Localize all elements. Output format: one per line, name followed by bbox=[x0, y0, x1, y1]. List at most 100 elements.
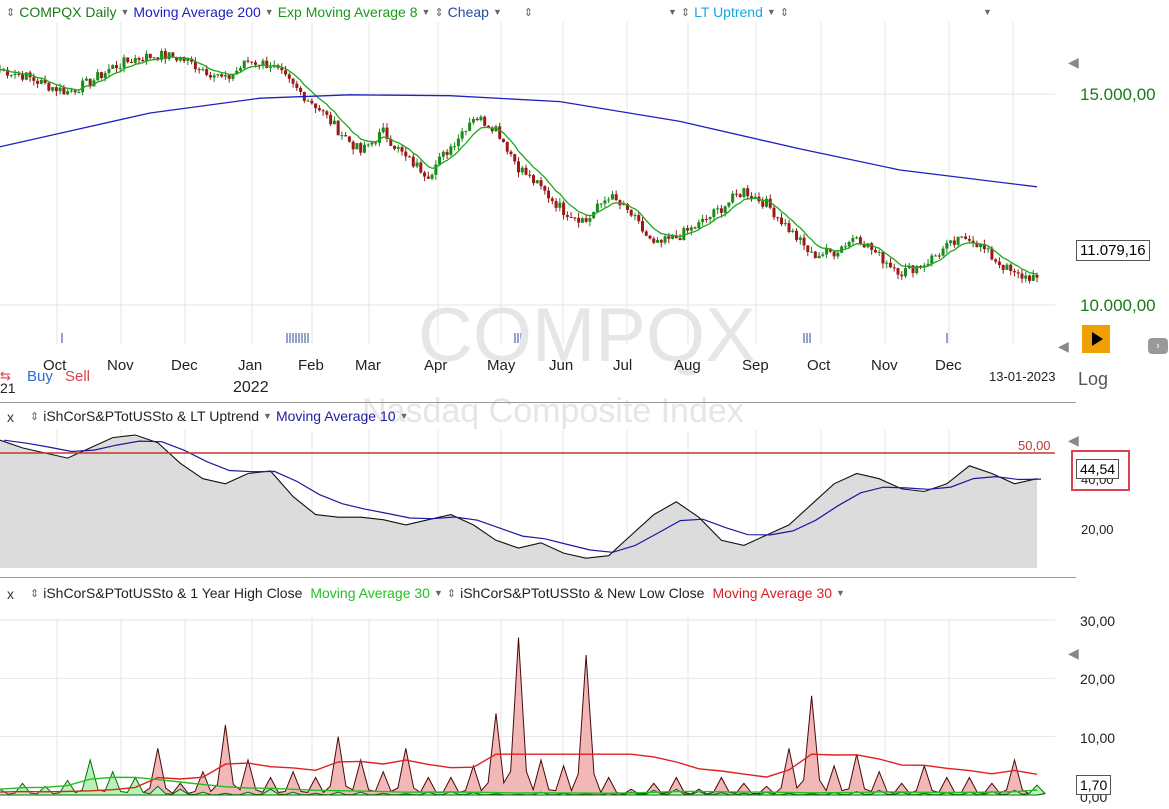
candle-body bbox=[238, 68, 242, 71]
candle-body bbox=[855, 237, 859, 239]
reorder-icon[interactable]: ⇕ bbox=[434, 6, 444, 19]
month-label: Jul bbox=[613, 357, 633, 374]
panel2-area bbox=[0, 435, 1037, 568]
candle-body bbox=[517, 161, 520, 173]
candle-body bbox=[768, 198, 772, 208]
candle-body bbox=[671, 235, 675, 239]
panel3-header: ⇕ iShCorS&PTotUSSto & 1 Year High Close … bbox=[30, 585, 845, 601]
panel3-ma2-dropdown-icon[interactable]: ▼ bbox=[836, 588, 845, 598]
cheap-dropdown-icon[interactable]: ▼ bbox=[492, 7, 502, 17]
ma200-dropdown-icon[interactable]: ▼ bbox=[264, 7, 274, 17]
candle-body bbox=[69, 90, 73, 92]
candle-body bbox=[208, 75, 212, 78]
candle-body bbox=[351, 141, 355, 150]
candle-body bbox=[464, 130, 468, 132]
candle-body bbox=[851, 238, 855, 242]
panel2-ma-dropdown-icon[interactable]: ▼ bbox=[399, 411, 409, 421]
panel2-ma-label[interactable]: Moving Average 10 bbox=[275, 408, 396, 424]
reorder-icon[interactable]: ⇕ bbox=[523, 6, 534, 19]
panel3-ma1-dropdown-icon[interactable]: ▼ bbox=[433, 588, 443, 598]
candle-body bbox=[532, 175, 536, 184]
candle-body bbox=[58, 87, 62, 92]
candle-body bbox=[659, 239, 663, 243]
level-20: 20,00 bbox=[1080, 671, 1116, 687]
panel3-ma2-label[interactable]: Moving Average 30 bbox=[712, 585, 833, 601]
symbol-label[interactable]: COMPQX Daily bbox=[19, 4, 117, 20]
candle-body bbox=[261, 60, 265, 66]
reorder-icon[interactable]: ⇕ bbox=[30, 587, 40, 600]
candle-body bbox=[182, 57, 186, 61]
reorder-icon[interactable]: ⇕ bbox=[446, 587, 457, 600]
reorder-icon[interactable]: ⇕ bbox=[680, 6, 691, 19]
candle-body bbox=[24, 72, 28, 80]
candle-body bbox=[1024, 275, 1028, 279]
indicator-ma200[interactable]: Moving Average 200 bbox=[133, 4, 261, 20]
candle-body bbox=[656, 239, 660, 243]
month-label: Nov bbox=[871, 357, 898, 374]
panel3-label2[interactable]: iShCorS&PTotUSSto & New Low Close bbox=[460, 585, 705, 601]
candle-body bbox=[54, 87, 58, 92]
scroll-left-icon[interactable]: ◀ bbox=[1068, 645, 1079, 661]
candle-body bbox=[434, 164, 438, 175]
panel2-header: ⇕ iShCorS&PTotUSSto & LT Uptrend ▼ Movin… bbox=[30, 408, 408, 424]
buy-sell-icon[interactable]: ⇆ bbox=[0, 368, 11, 383]
scroll-left-icon[interactable]: ◀ bbox=[1068, 432, 1079, 448]
reorder-icon[interactable]: ⇕ bbox=[6, 6, 16, 19]
indicator-ema8[interactable]: Exp Moving Average 8 bbox=[277, 4, 418, 20]
candle-body bbox=[813, 251, 817, 259]
panel2-label[interactable]: iShCorS&PTotUSSto & LT Uptrend bbox=[43, 408, 260, 424]
candle-body bbox=[167, 52, 171, 60]
month-label: Jun bbox=[549, 357, 574, 374]
candle-body bbox=[862, 244, 866, 248]
candle-body bbox=[701, 218, 705, 223]
candle-body bbox=[678, 238, 682, 241]
close-panel2-button[interactable]: x bbox=[7, 409, 14, 425]
candle-body bbox=[216, 74, 220, 76]
candle-body bbox=[1009, 264, 1013, 272]
candle-body bbox=[595, 203, 599, 213]
ema8-dropdown-icon[interactable]: ▼ bbox=[421, 7, 431, 17]
candle-body bbox=[633, 215, 637, 217]
buy-button[interactable]: Buy bbox=[27, 368, 53, 385]
candle-body bbox=[453, 146, 457, 148]
log-toggle[interactable]: Log bbox=[1078, 369, 1109, 389]
scroll-left-icon[interactable]: ◀ bbox=[1058, 338, 1069, 354]
panel3-label1[interactable]: iShCorS&PTotUSSto & 1 Year High Close bbox=[43, 585, 303, 601]
current-price-label: 11.079,16 bbox=[1076, 240, 1150, 261]
dropdown-icon[interactable]: ▼ bbox=[668, 7, 677, 17]
candle-body bbox=[163, 50, 167, 60]
close-panel3-button[interactable]: x bbox=[7, 586, 14, 602]
candle-body bbox=[907, 265, 911, 269]
candle-body bbox=[456, 138, 460, 147]
new-low-area bbox=[0, 637, 1046, 796]
play-button[interactable] bbox=[1082, 325, 1110, 353]
scroll-left-icon[interactable]: ◀ bbox=[1068, 54, 1079, 70]
lt-uptrend-dropdown-icon[interactable]: ▼ bbox=[766, 7, 776, 17]
candle-body bbox=[370, 142, 374, 145]
candle-body bbox=[629, 209, 633, 216]
candle-body bbox=[825, 248, 829, 255]
candle-body bbox=[716, 208, 720, 210]
panel2-dropdown-icon[interactable]: ▼ bbox=[263, 411, 272, 421]
sell-button[interactable]: Sell bbox=[65, 368, 91, 385]
candle-body bbox=[96, 72, 100, 81]
indicator-lt-uptrend[interactable]: LT Uptrend bbox=[694, 4, 763, 20]
candle-body bbox=[9, 75, 13, 77]
candle-body bbox=[130, 61, 134, 63]
candle-body bbox=[708, 216, 712, 220]
symbol-dropdown-icon[interactable]: ▼ bbox=[120, 7, 130, 17]
candle-body bbox=[21, 74, 25, 80]
reorder-icon[interactable]: ⇕ bbox=[30, 410, 40, 423]
indicator-cheap[interactable]: Cheap bbox=[447, 4, 489, 20]
reorder-icon[interactable]: ⇕ bbox=[779, 6, 790, 19]
candle-body bbox=[51, 87, 55, 91]
panel3-ma1-label[interactable]: Moving Average 30 bbox=[310, 585, 430, 601]
candle-body bbox=[475, 118, 479, 121]
candle-body bbox=[114, 65, 118, 68]
expand-arrow-icon[interactable]: › bbox=[1148, 338, 1168, 354]
month-label: Sep bbox=[742, 357, 769, 374]
candle-body bbox=[242, 60, 246, 69]
highlight-box bbox=[1071, 450, 1130, 491]
candle-body bbox=[513, 154, 517, 162]
dropdown-icon[interactable]: ▼ bbox=[983, 7, 992, 17]
